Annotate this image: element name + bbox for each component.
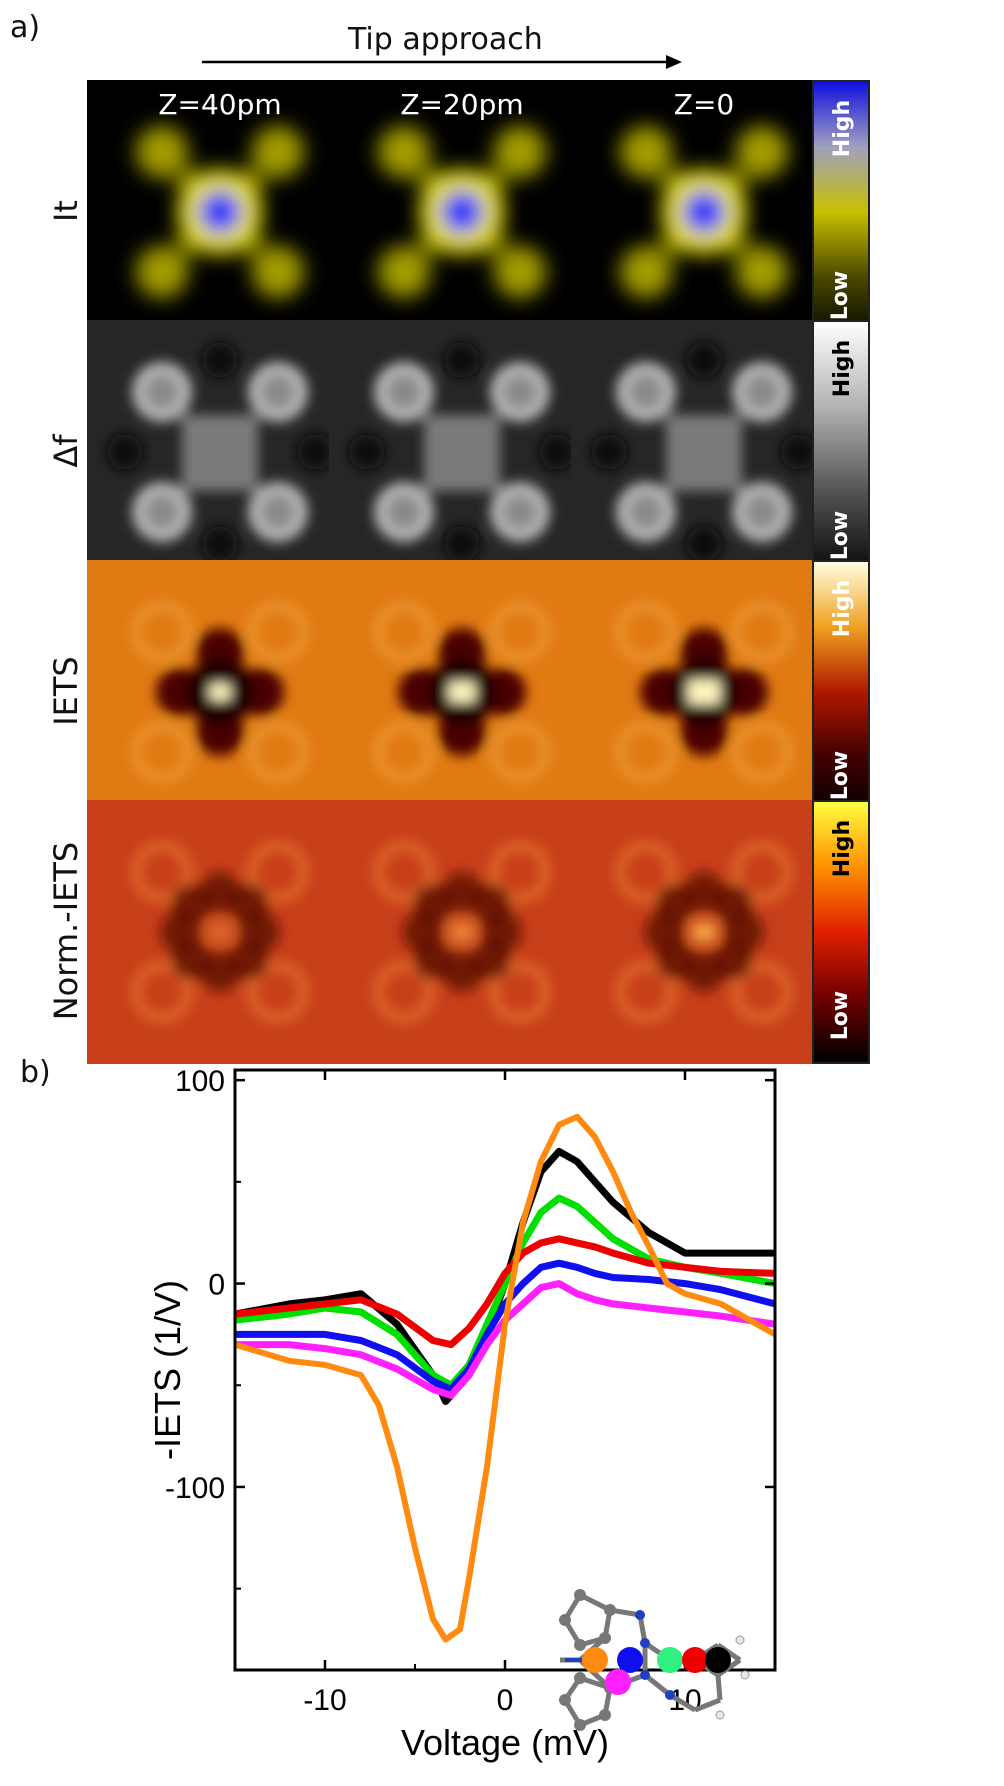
colorbar-low-label: Low	[828, 270, 854, 321]
x-tick-label: -10	[303, 1684, 346, 1717]
x-tick-label: 10	[668, 1684, 701, 1717]
tip-approach-label: Tip approach	[348, 22, 543, 57]
series-magenta	[235, 1280, 775, 1399]
z-label-2: Z=0	[673, 88, 735, 121]
image-it-1: Z=20pm	[329, 80, 595, 344]
colorbar-high-label: High	[830, 339, 856, 398]
bond	[715, 1674, 723, 1701]
colorbar-df: High Low	[812, 320, 870, 584]
red-site	[682, 1647, 708, 1673]
atom-carbon	[559, 1614, 571, 1626]
image-df-2	[571, 320, 837, 584]
colorbar-low-label: Low	[828, 510, 854, 561]
colorbar-high-label: High	[830, 99, 856, 158]
image-iets-2	[571, 560, 837, 824]
plot-frame	[233, 1068, 777, 1672]
atom-carbon	[574, 1639, 586, 1651]
colorbar-it: High Low	[812, 80, 870, 344]
bond	[694, 1697, 721, 1713]
atom-carbon	[574, 1589, 586, 1601]
x-tick-label: 0	[497, 1684, 514, 1717]
atom-hydrogen	[740, 1670, 750, 1680]
series-green	[235, 1194, 775, 1389]
atom-carbon	[574, 1672, 586, 1684]
colorbar-high-label: High	[830, 819, 856, 878]
x-axis-label: Voltage (mV)	[401, 1722, 609, 1763]
row-label-norm: Norm.-IETS	[47, 841, 85, 1021]
atom-carbon	[574, 1719, 586, 1731]
bond	[716, 1657, 742, 1678]
atom-nitrogen	[640, 1670, 650, 1680]
image-norm-1	[329, 800, 595, 1064]
panel-b-label: b)	[20, 1055, 51, 1090]
panel-a-label: a)	[10, 10, 41, 45]
z-label-1: Z=20pm	[400, 88, 524, 121]
y-axis-label: -IETS (1/V)	[147, 1280, 188, 1460]
image-df-1	[329, 320, 595, 584]
colorbar-low-label: Low	[828, 990, 854, 1041]
blue-site	[617, 1647, 643, 1673]
colorbar-iets: High Low	[812, 560, 870, 824]
atom-hydrogen	[715, 1710, 725, 1720]
tip-approach-arrow	[202, 55, 682, 69]
atom-nitrogen	[640, 1638, 650, 1648]
atom-carbon	[604, 1604, 616, 1616]
image-norm-0	[87, 800, 353, 1064]
bond	[643, 1673, 672, 1697]
image-it-2: Z=0	[571, 80, 837, 344]
image-iets-0	[87, 560, 353, 824]
atom-carbon	[599, 1709, 611, 1721]
y-tick-label: 100	[175, 1065, 225, 1098]
atom-carbon	[559, 1694, 571, 1706]
y-tick-label: 0	[208, 1269, 225, 1302]
magenta-site	[605, 1669, 631, 1695]
atom-nitrogen	[665, 1690, 675, 1700]
colorbar-norm: High Low	[812, 800, 870, 1064]
atom-hydrogen	[735, 1635, 745, 1645]
image-norm-2	[571, 800, 837, 1064]
image-df-0	[87, 320, 353, 584]
atom-carbon	[599, 1632, 611, 1644]
colorbar-high-label: High	[830, 579, 856, 638]
black-site	[705, 1647, 731, 1673]
bond	[716, 1642, 742, 1663]
y-tick-label: -100	[165, 1472, 225, 1505]
colorbar-low-label: Low	[828, 750, 854, 801]
orange-site	[582, 1647, 608, 1673]
green-site	[657, 1647, 683, 1673]
series-orange	[235, 1113, 775, 1643]
inset-molecule	[559, 1589, 750, 1731]
z-label-0: Z=40pm	[158, 88, 282, 121]
image-it-0: Z=40pm	[87, 80, 353, 344]
atom-nitrogen	[635, 1610, 645, 1620]
image-iets-1	[329, 560, 595, 824]
series-blue	[235, 1259, 775, 1393]
